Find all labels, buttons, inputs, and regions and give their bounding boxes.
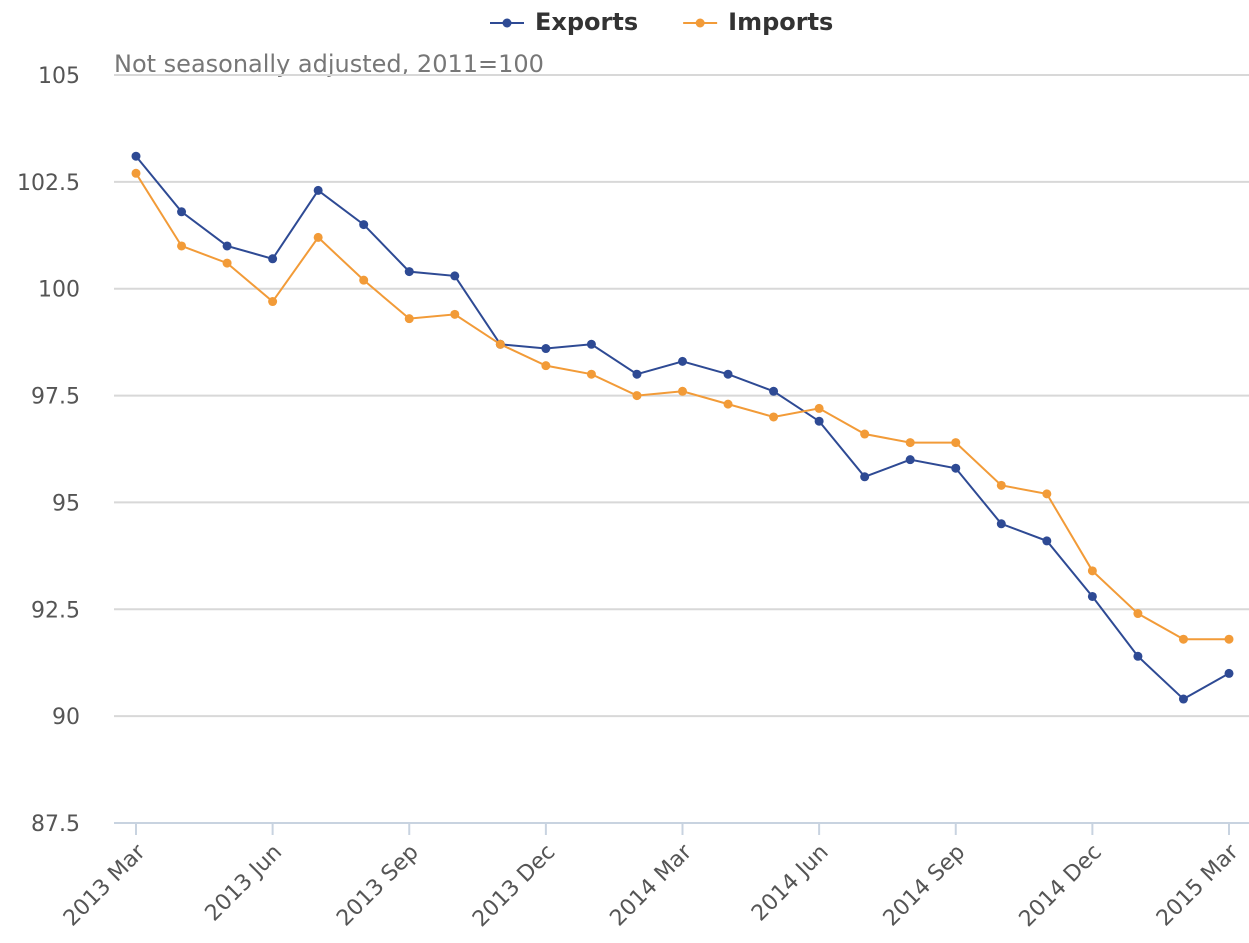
data-point <box>769 386 779 396</box>
data-point <box>678 356 687 366</box>
data-point <box>1224 634 1234 644</box>
data-point <box>678 386 687 396</box>
data-point <box>632 391 642 401</box>
x-tick-label: 2014 Jun <box>747 840 834 927</box>
y-tick-label: 97.5 <box>31 385 80 410</box>
data-point <box>723 369 733 379</box>
data-point <box>996 480 1006 490</box>
data-point <box>860 472 870 482</box>
data-point <box>541 361 551 371</box>
legend-label: Imports <box>728 8 833 36</box>
data-point <box>1042 536 1052 546</box>
data-point <box>268 297 278 307</box>
data-point <box>222 258 232 268</box>
data-point <box>131 168 141 178</box>
data-point <box>450 271 460 281</box>
data-point <box>359 275 369 285</box>
data-point <box>1087 591 1097 601</box>
data-point <box>951 463 961 473</box>
y-tick-label: 92.5 <box>31 598 80 623</box>
x-tick-label: 2013 Dec <box>468 840 560 932</box>
data-point <box>313 185 323 195</box>
y-tick-label: 90 <box>52 705 80 730</box>
series-line <box>135 155 1230 701</box>
data-point <box>404 267 414 277</box>
data-point <box>313 232 323 242</box>
data-point <box>996 519 1006 529</box>
x-tick-label: 2013 Mar <box>59 839 151 931</box>
data-point <box>404 314 414 324</box>
data-point <box>632 369 642 379</box>
data-point <box>723 399 733 409</box>
data-point <box>1178 694 1188 704</box>
data-point <box>860 429 870 439</box>
data-point <box>814 403 824 413</box>
data-point <box>177 207 187 217</box>
x-tick-label: 2013 Jun <box>201 840 288 927</box>
y-tick-label: 100 <box>38 278 80 303</box>
y-tick-label: 95 <box>52 491 80 516</box>
legend-dot <box>502 18 512 28</box>
data-point <box>586 369 596 379</box>
data-point <box>1178 634 1188 644</box>
legend-dot <box>695 18 705 28</box>
x-tick-label: 2013 Sep <box>332 840 424 932</box>
data-point <box>951 438 961 448</box>
data-point <box>586 339 596 349</box>
data-point <box>495 339 505 349</box>
y-tick-label: 87.5 <box>31 812 80 837</box>
data-point <box>1224 668 1234 678</box>
x-tick-label: 2015 Mar <box>1152 839 1244 931</box>
data-point <box>814 416 824 426</box>
data-point <box>1087 566 1097 576</box>
legend-label: Exports <box>535 8 638 36</box>
x-tick-label: 2014 Mar <box>605 839 697 931</box>
data-point <box>222 241 232 251</box>
data-point <box>131 151 141 161</box>
data-point <box>541 344 551 354</box>
data-point <box>177 241 187 251</box>
data-point <box>769 412 779 422</box>
x-tick-label: 2014 Dec <box>1015 840 1107 932</box>
x-tick-label: 2014 Sep <box>879 840 971 932</box>
data-point <box>268 254 278 264</box>
chart-subtitle: Not seasonally adjusted, 2011=100 <box>114 50 544 78</box>
data-point <box>905 455 915 465</box>
series-line <box>135 172 1229 641</box>
data-point <box>905 438 915 448</box>
data-point <box>1133 609 1143 619</box>
y-tick-label: 102.5 <box>17 171 80 196</box>
data-point <box>359 220 369 230</box>
data-point <box>450 309 460 319</box>
y-tick-label: 105 <box>38 64 80 89</box>
data-point <box>1042 489 1052 499</box>
data-point <box>1133 651 1143 661</box>
